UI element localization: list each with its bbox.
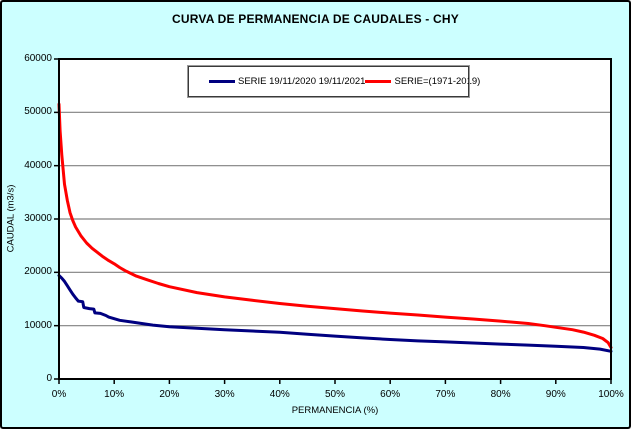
x-axis-title: PERMANENCIA (%): [291, 405, 379, 416]
x-tick-label: 100%: [598, 389, 624, 400]
y-tick-label: 20000: [24, 266, 52, 278]
legend-label: SERIE=(1971-2019): [394, 76, 481, 87]
y-tick-label: 30000: [24, 213, 52, 224]
x-tick-label: 20%: [159, 389, 180, 400]
x-tick-label: 70%: [435, 389, 456, 400]
x-tick-label: 60%: [380, 389, 401, 400]
x-tick-label: 50%: [324, 389, 345, 400]
legend-label: SERIE 19/11/2020 19/11/2021: [238, 76, 366, 87]
y-tick-label: 10000: [24, 319, 52, 331]
chart-title: CURVA DE PERMANENCIA DE CAUDALES - CHY: [172, 12, 459, 26]
legend-entry-serie-historic: SERIE=(1971-2019): [365, 76, 480, 87]
x-tick-label: 90%: [545, 389, 566, 400]
y-tick-label: 50000: [24, 106, 52, 118]
x-tick-label: 30%: [214, 389, 235, 400]
legend-line-swatch-red: [365, 80, 392, 83]
legend: SERIE 19/11/2020 19/11/2021 SERIE=(1971-…: [187, 65, 480, 98]
y-tick-label: 60000: [24, 53, 52, 64]
x-tick-label: 10%: [104, 389, 125, 400]
legend-line-swatch-blue: [209, 80, 235, 83]
series-line-0: [57, 274, 613, 353]
x-tick-label: 80%: [490, 389, 511, 400]
y-tick-label: 0: [46, 373, 52, 384]
series-line-1: [57, 102, 613, 349]
y-tick-label: 40000: [24, 159, 52, 171]
x-tick-label: 0%: [51, 389, 67, 400]
x-tick-label: 40%: [269, 389, 290, 400]
legend-entry-serie-2020-2021: SERIE 19/11/2020 19/11/2021: [209, 76, 365, 87]
